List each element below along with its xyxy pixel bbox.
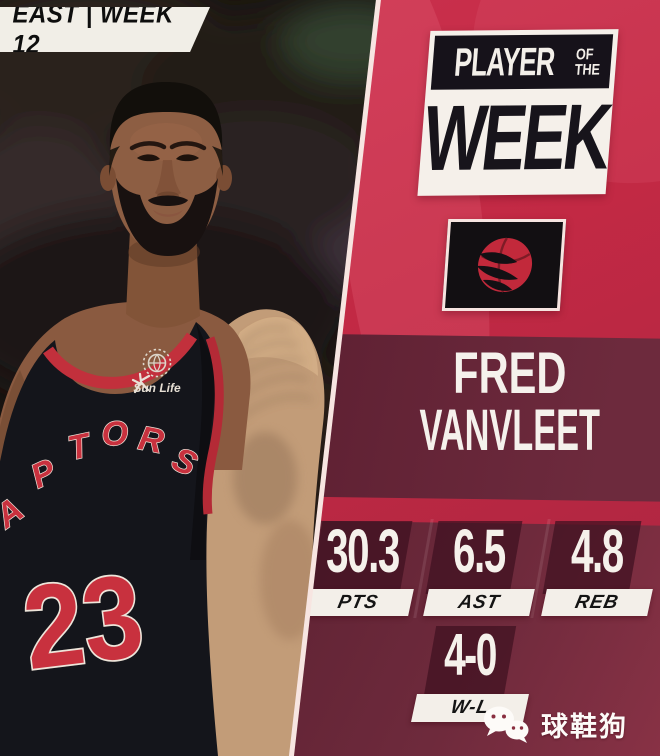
stat-value-reb-text: 4.8 — [571, 515, 624, 586]
stat-label-reb: REB — [541, 589, 653, 616]
potw-badge-top: PLAYER OF THE — [430, 34, 614, 90]
east-week-badge: EAST | WEEK 12 — [0, 7, 210, 52]
jumpman-icon — [131, 372, 151, 394]
stat-label-ast-text: AST — [456, 591, 502, 613]
potw-of-word: OF — [575, 44, 595, 63]
watermark: 球鞋狗 — [482, 704, 628, 744]
stat-value-ast: 6.5 — [429, 516, 529, 585]
player-head — [100, 82, 232, 256]
potw-badge-bottom: WEEK — [418, 85, 614, 190]
stat-value-pts-text: 30.3 — [326, 515, 400, 586]
stat-value-pts: 30.3 — [312, 516, 412, 585]
jersey-number: 23 — [16, 548, 149, 694]
team-logo-chip — [441, 219, 567, 311]
raptors-basketball-claw-icon — [476, 237, 533, 293]
watermark-text: 球鞋狗 — [541, 711, 628, 742]
stat-label-reb-text: REB — [573, 591, 621, 613]
east-week-badge-text: EAST | WEEK 12 — [12, 0, 174, 59]
player-last-name: VANVLEET — [350, 399, 660, 464]
sponsor-patch: Sun Life — [133, 348, 181, 395]
record-value: 4-0 — [420, 622, 520, 688]
player-first-name-text: FRED — [453, 341, 567, 407]
player-first-name: FRED — [350, 342, 660, 407]
potw-ofthe-words: OF THE — [574, 44, 602, 79]
wechat-icon — [484, 706, 529, 743]
potw-the-word: THE — [574, 60, 601, 79]
jersey-sponsor-text: Sun Life — [133, 381, 181, 395]
svg-text:O: O — [101, 415, 128, 453]
potw-week-word: WEEK — [417, 85, 615, 191]
potw-badge: PLAYER OF THE WEEK — [417, 29, 619, 196]
stat-value-ast-text: 6.5 — [453, 515, 506, 586]
stat-label-pts: PTS — [302, 589, 414, 616]
player-jersey: Sun Life A P T O R S 23 — [0, 322, 224, 756]
stat-label-pts-text: PTS — [335, 591, 381, 613]
potw-player-word: PLAYER — [452, 38, 557, 85]
stat-value-reb: 4.8 — [547, 516, 647, 585]
svg-text:R: R — [135, 419, 167, 461]
player-last-name-text: VANVLEET — [419, 398, 601, 464]
stat-label-ast: AST — [423, 589, 535, 616]
record-value-text: 4-0 — [444, 622, 497, 688]
